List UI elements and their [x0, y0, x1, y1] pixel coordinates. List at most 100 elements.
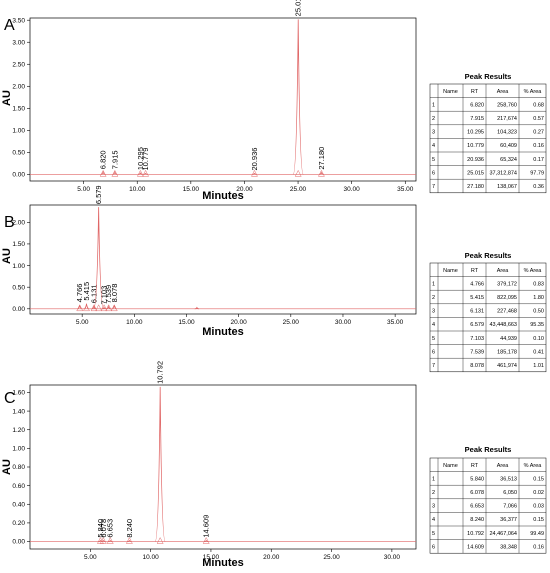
y-tick-label: 2.00: [12, 83, 25, 90]
x-tick-label: 30.00: [384, 554, 401, 561]
peak-label: 8.078: [110, 284, 119, 303]
x-tick-label: 5.00: [84, 554, 97, 561]
table-header-cell: Name: [443, 268, 458, 274]
peak-trace: [84, 303, 89, 310]
peak-label: 7.915: [110, 150, 119, 169]
peak-label: 6.579: [94, 185, 103, 204]
peak-marker: [99, 169, 107, 177]
peak-marker: [156, 536, 164, 544]
peak-marker: [294, 169, 302, 177]
peak-trace: [101, 306, 107, 310]
table-cell: 1: [432, 102, 435, 108]
y-tick-label: 1.60: [12, 390, 25, 397]
peak-label: 5.840: [96, 519, 105, 538]
x-tick-label: 10.00: [142, 554, 159, 561]
table-cell: 36,513: [500, 476, 517, 482]
table-cell: 8.240: [470, 517, 484, 523]
peak-label: 7.103: [100, 286, 109, 305]
peak-marker: [106, 536, 114, 544]
table-cell: 0.57: [533, 116, 544, 122]
peak-results-table: Peak Results Name RT Area % Area 1 6.820 258,76…: [429, 72, 547, 194]
table-border: [429, 457, 547, 554]
table-cell: 104,323: [497, 130, 517, 136]
table-cell: 2: [432, 295, 435, 301]
y-axis-title: AU: [1, 90, 13, 106]
table-cell: 7.915: [470, 116, 484, 122]
peak-marker: [110, 304, 118, 312]
table-cell: 65,324: [500, 157, 517, 163]
table-cell: 0.16: [533, 544, 544, 550]
table-cell: 0.02: [533, 490, 544, 496]
peak-trace: [112, 170, 118, 175]
table-cell: 0.41: [533, 349, 544, 355]
x-tick-label: 5.00: [76, 319, 89, 326]
peak-results-table: Peak Results Name RT Area % Area 1 4.766 379,17…: [429, 251, 547, 373]
table-cell: 10.295: [467, 130, 484, 136]
table-cell: 5.840: [470, 476, 484, 482]
table-header-cell: % Area: [524, 463, 543, 469]
peak-label: 27.180: [317, 147, 326, 170]
y-tick-label: 0.20: [12, 520, 25, 527]
y-tick-label: 3.50: [12, 17, 25, 24]
y-tick-label: 0.40: [12, 501, 25, 508]
table-cell: 5: [432, 157, 435, 163]
table-cell: 0.17: [533, 157, 544, 163]
table-cell: 185,178: [497, 349, 517, 355]
x-axis-title: Minutes: [202, 190, 244, 202]
x-tick-label: 5.00: [77, 186, 90, 193]
peak-trace: [91, 306, 97, 310]
peak-marker: [318, 169, 325, 177]
table-cell: 3: [432, 504, 435, 510]
table-cell: 0.16: [533, 143, 544, 149]
peak-label: 8.240: [125, 519, 134, 538]
x-tick-label: 20.00: [231, 319, 248, 326]
table-cell: 95.35: [530, 322, 544, 328]
y-tick-label: 0.00: [12, 539, 25, 546]
x-tick-label: 10.00: [126, 319, 143, 326]
y-tick-label: 0.60: [12, 483, 25, 490]
y-tick-label: 0.50: [12, 150, 25, 157]
table-header-cell: RT: [471, 89, 479, 95]
panel-letter: B: [4, 214, 15, 231]
x-tick-label: 25.00: [323, 554, 340, 561]
peak-marker: [100, 304, 108, 312]
table-cell: 0.15: [533, 517, 544, 523]
table-cell: 6,050: [503, 490, 517, 496]
panel-letter: A: [4, 17, 15, 34]
table-cell: 6: [432, 544, 435, 550]
table-cell: 10.792: [467, 531, 484, 537]
plot-frame: [29, 204, 417, 315]
peak-label: 10.295: [136, 147, 145, 170]
table-cell: 2: [432, 116, 435, 122]
table-cell: 25.015: [467, 170, 484, 176]
y-tick-label: 2.00: [12, 220, 25, 227]
peak-label: 6.820: [99, 150, 108, 169]
peak-results-table: Peak Results Name RT Area % Area 1 5.840 36,513…: [429, 445, 547, 554]
table-title: Peak Results: [465, 445, 512, 454]
table-cell: 60,409: [500, 143, 517, 149]
peak-marker: [90, 304, 98, 312]
peak-trace: [204, 539, 209, 542]
chart-panel-a: A0.000.501.001.502.002.503.003.505.00 10.…: [1, 0, 547, 202]
x-tick-label: 25.00: [283, 319, 300, 326]
peak-label: 25.015: [294, 0, 303, 16]
table-cell: 6.653: [470, 504, 484, 510]
peak-marker: [111, 169, 119, 177]
table-cell: 1.80: [533, 295, 544, 301]
x-tick-label: 35.00: [387, 319, 404, 326]
table-cell: 0.15: [533, 476, 544, 482]
table-cell: 7: [432, 184, 435, 190]
peak-trace: [143, 172, 148, 175]
x-tick-label: 20.00: [236, 186, 253, 193]
y-tick-label: 1.50: [12, 241, 25, 248]
table-cell: 461,974: [497, 363, 517, 369]
table-cell: 7.539: [470, 349, 484, 355]
table-cell: 7: [432, 363, 435, 369]
x-tick-label: 35.00: [397, 186, 414, 193]
peak-label: 20.936: [250, 148, 259, 171]
table-cell: 258,760: [497, 102, 517, 108]
table-cell: 27.180: [467, 184, 484, 190]
y-tick-label: 3.00: [12, 39, 25, 46]
y-axis-title: AU: [1, 459, 13, 475]
